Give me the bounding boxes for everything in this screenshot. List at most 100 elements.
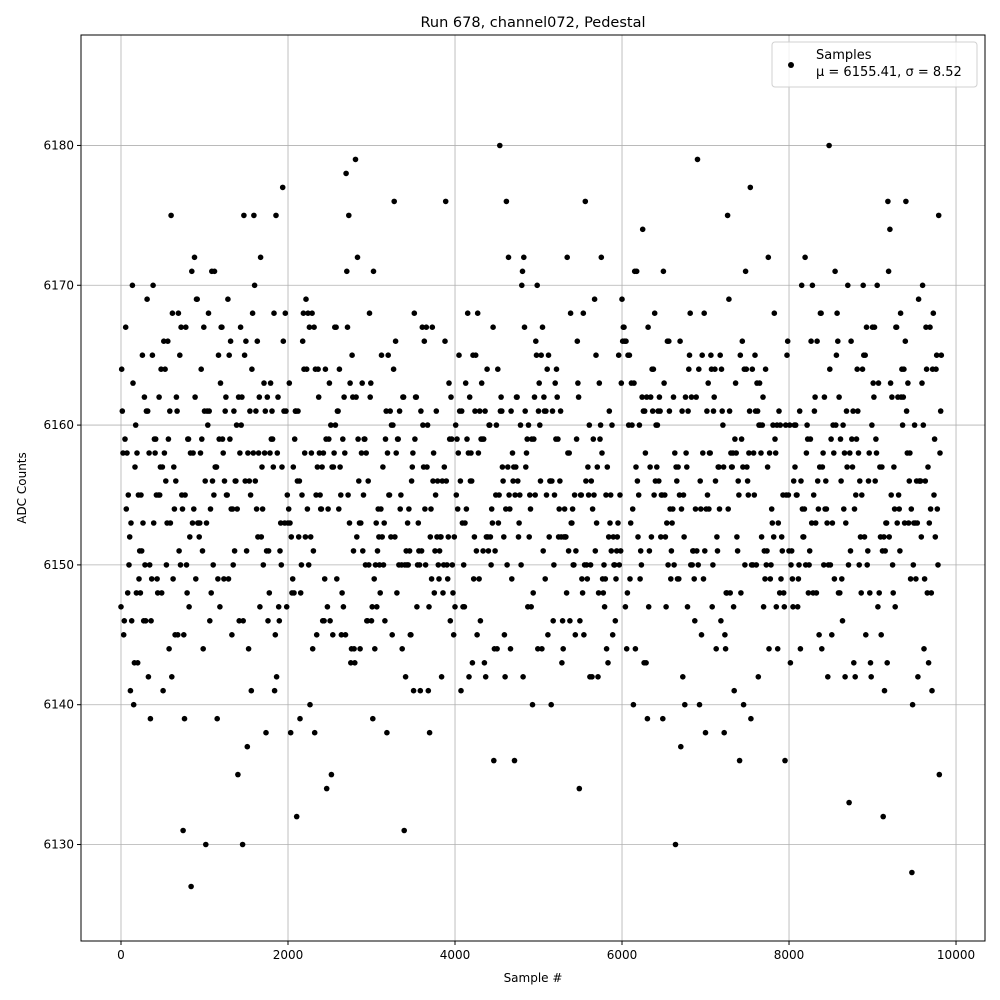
data-point xyxy=(186,604,192,610)
data-point xyxy=(779,548,786,554)
data-point xyxy=(460,562,467,568)
data-point xyxy=(517,492,523,498)
data-point xyxy=(879,464,885,470)
data-point xyxy=(890,590,896,596)
data-point xyxy=(686,366,692,373)
data-point xyxy=(716,464,722,470)
data-point xyxy=(540,548,546,554)
data-point xyxy=(612,618,619,624)
data-point xyxy=(583,562,590,568)
data-point xyxy=(524,436,530,442)
data-point xyxy=(163,478,169,484)
data-point xyxy=(615,352,622,359)
data-point xyxy=(720,422,726,428)
data-point xyxy=(688,394,695,400)
data-point xyxy=(796,562,802,568)
data-point xyxy=(118,366,125,373)
data-point xyxy=(744,464,750,470)
data-point xyxy=(147,715,154,722)
data-point xyxy=(168,212,174,219)
data-point xyxy=(753,562,760,568)
data-point xyxy=(576,785,583,792)
data-point xyxy=(603,646,610,652)
data-point xyxy=(376,562,383,568)
data-point xyxy=(827,562,834,568)
data-point xyxy=(392,534,398,540)
data-point xyxy=(448,436,455,442)
data-point xyxy=(635,534,641,540)
data-point xyxy=(787,660,794,666)
data-point xyxy=(618,380,625,386)
data-point xyxy=(221,478,228,484)
data-point xyxy=(132,422,139,428)
data-point xyxy=(792,422,799,428)
data-point xyxy=(503,506,509,512)
data-point xyxy=(802,254,808,261)
data-point xyxy=(202,478,208,484)
data-point xyxy=(473,548,480,554)
data-point xyxy=(282,310,289,317)
data-point xyxy=(160,687,166,694)
data-point xyxy=(710,562,716,568)
data-point xyxy=(249,366,255,373)
data-point xyxy=(517,422,524,428)
data-point xyxy=(746,408,753,414)
data-point xyxy=(714,534,720,540)
data-point xyxy=(583,478,589,484)
data-point xyxy=(356,478,362,484)
data-point xyxy=(311,324,317,331)
data-point xyxy=(219,324,225,331)
data-point xyxy=(734,534,740,540)
data-point xyxy=(632,646,639,652)
data-point xyxy=(233,478,239,484)
data-point xyxy=(647,464,653,470)
data-point xyxy=(338,492,344,498)
data-point xyxy=(452,604,458,610)
data-point xyxy=(300,310,307,317)
data-point xyxy=(823,506,830,512)
data-point xyxy=(579,590,586,596)
data-point xyxy=(366,310,373,317)
data-point xyxy=(867,660,874,666)
data-point xyxy=(678,743,684,750)
data-point xyxy=(836,394,842,400)
data-point xyxy=(492,548,498,554)
data-point xyxy=(574,338,581,345)
data-point xyxy=(606,408,613,414)
data-point xyxy=(231,548,238,554)
data-point xyxy=(769,520,776,526)
data-point xyxy=(244,743,251,750)
data-point xyxy=(330,632,336,638)
data-point xyxy=(889,562,896,568)
legend-label: Samples xyxy=(816,48,872,63)
data-point xyxy=(146,562,153,568)
data-point xyxy=(262,408,269,414)
data-point xyxy=(637,576,643,582)
data-point xyxy=(724,212,731,219)
data-point xyxy=(452,422,459,428)
data-point xyxy=(657,408,663,414)
data-point xyxy=(254,338,261,345)
data-point xyxy=(650,366,657,373)
data-point xyxy=(778,534,785,540)
data-point xyxy=(260,562,267,568)
data-point xyxy=(238,422,244,428)
data-point xyxy=(896,506,902,512)
data-point xyxy=(377,590,384,596)
data-point xyxy=(449,562,456,568)
data-point xyxy=(768,562,774,568)
data-point xyxy=(285,506,292,512)
data-point xyxy=(870,380,876,386)
data-point xyxy=(273,674,280,680)
data-point xyxy=(646,548,653,554)
data-point xyxy=(849,436,855,442)
data-point xyxy=(261,450,268,456)
data-point xyxy=(823,478,829,484)
x-axis: 0 2000 4000 6000 8000 10000 xyxy=(117,941,975,962)
data-point xyxy=(271,310,277,317)
data-point xyxy=(789,576,796,582)
data-point xyxy=(235,771,241,778)
data-point xyxy=(144,296,150,303)
data-point xyxy=(669,520,675,526)
data-point xyxy=(661,380,667,386)
